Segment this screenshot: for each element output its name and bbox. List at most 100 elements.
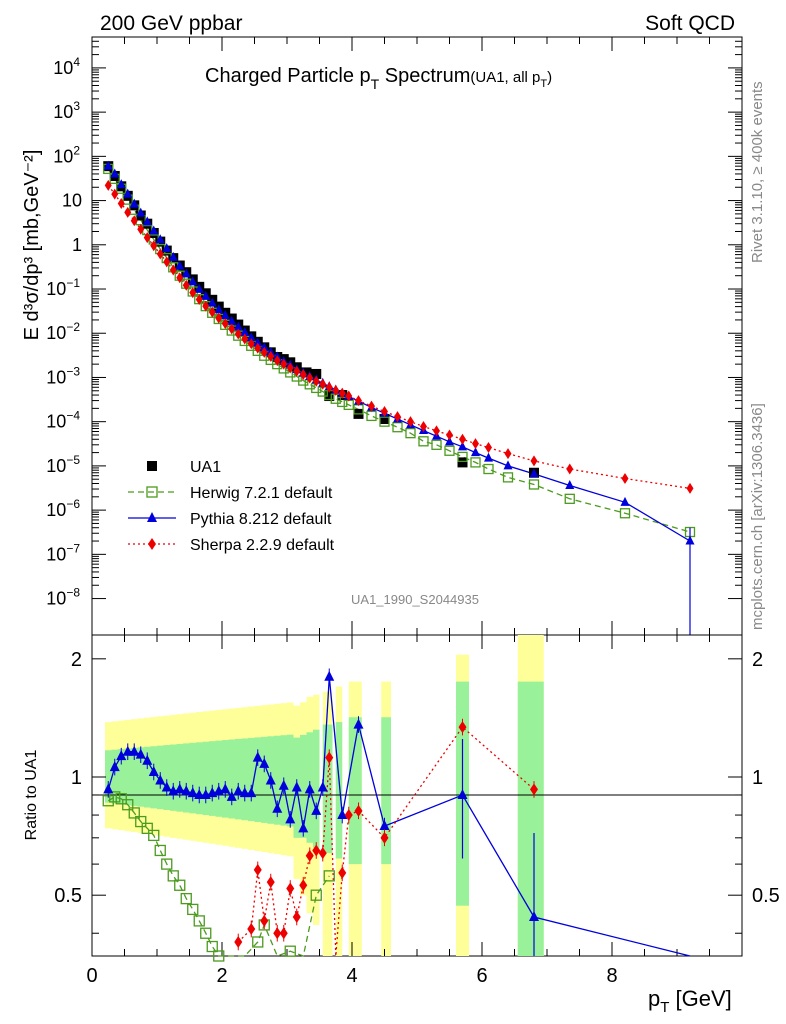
band-inner <box>287 734 294 827</box>
ratio-y-tick-label-right: 0.5 <box>752 885 780 907</box>
data-point <box>619 508 631 519</box>
ratio-data-point <box>206 940 218 953</box>
ratio-ylabel: Ratio to UA1 <box>23 750 40 841</box>
band-inner <box>202 741 209 816</box>
data-point <box>220 310 230 320</box>
band-inner <box>381 717 391 865</box>
data-point <box>444 445 455 456</box>
band-inner <box>189 742 196 814</box>
x-tick-label: 2 <box>216 965 227 987</box>
data-point <box>110 168 120 178</box>
data-point <box>176 272 184 284</box>
band-inner <box>517 681 544 956</box>
y-tick-label: 10−4 <box>46 409 80 432</box>
data-point <box>104 179 112 191</box>
x-tick-label: 8 <box>606 965 617 987</box>
band-inner <box>254 737 261 823</box>
data-point <box>194 283 204 293</box>
legend-label: UA1 <box>190 459 221 476</box>
ratio-data-point <box>128 807 140 819</box>
data-point <box>325 381 333 393</box>
data-point <box>379 413 390 424</box>
plot-title-rest: Spectrum <box>379 65 470 87</box>
data-point <box>446 429 453 441</box>
plot-title-sub: T <box>371 76 380 92</box>
ratio-marks <box>102 668 539 962</box>
data-point <box>247 338 255 350</box>
data-point <box>280 358 288 370</box>
ratio-data-point <box>200 927 212 939</box>
band-inner <box>176 743 183 812</box>
data-point <box>202 300 210 312</box>
band-inner <box>118 749 125 805</box>
data-point <box>418 436 429 447</box>
data-point <box>306 372 314 384</box>
ratio-data-point <box>115 793 127 805</box>
band-inner <box>248 737 255 822</box>
data-point <box>150 240 158 252</box>
plot-title: Charged Particle pT Spectrum(UA1, all pT… <box>205 65 552 92</box>
band-inner <box>322 724 333 854</box>
data-point <box>195 293 203 305</box>
data-point <box>620 496 630 506</box>
data-point <box>208 306 216 318</box>
ratio-xticks: 0 2 4 6 8 <box>86 635 743 987</box>
data-point <box>221 318 229 330</box>
data-point <box>311 368 322 379</box>
main-plot: 10−8 10−7 10−6 10−5 10−4 10−3 10−2 10−1 1 10 102 10… <box>21 36 743 636</box>
data-point <box>381 405 388 417</box>
ratio-y-tick-label-right: 2 <box>752 649 763 671</box>
data-point <box>484 452 493 462</box>
data-point <box>246 332 256 342</box>
ratio-data-point <box>154 844 166 857</box>
data-point <box>168 251 178 261</box>
data-point <box>143 232 151 244</box>
data-point <box>405 428 416 439</box>
data-point <box>228 323 236 335</box>
data-point <box>433 425 440 437</box>
data-point <box>253 337 263 347</box>
ratio-yticks: 0.5 0.5 1 1 2 2 <box>54 649 780 934</box>
data-point <box>215 312 223 324</box>
band-inner <box>209 741 216 816</box>
header-left: 200 GeV ppbar <box>100 12 242 35</box>
ratio-y-tick-label-right: 1 <box>752 767 763 789</box>
y-tick-label: 1 <box>72 235 82 255</box>
ratio-data-point <box>284 945 296 957</box>
band-inner <box>183 743 190 813</box>
band-inner <box>137 747 144 807</box>
data-point <box>485 442 492 454</box>
data-point <box>312 375 320 387</box>
data-point <box>483 463 494 475</box>
ratio-data-point <box>174 879 186 891</box>
ratio-data-point <box>193 915 205 927</box>
ratio-y-tick-label: 1 <box>71 767 82 789</box>
data-point <box>240 326 250 336</box>
band-inner <box>274 735 281 825</box>
data-point <box>175 260 185 270</box>
data-point <box>214 304 224 314</box>
band-inner <box>313 729 320 848</box>
data-point <box>686 482 694 494</box>
band-inner <box>124 748 131 806</box>
data-point <box>233 321 243 331</box>
x-axis-label-main: p <box>648 986 660 1011</box>
header: 200 GeV ppbar Soft QCD <box>100 12 735 35</box>
ratio-data-point <box>135 815 147 828</box>
data-point <box>458 441 467 451</box>
data-point <box>156 248 164 260</box>
band-inner <box>105 750 112 803</box>
data-point <box>241 333 249 345</box>
ratio-plot: 0.5 0.5 1 1 2 2 0 2 4 6 8 Ratio to UA1 <box>23 634 780 987</box>
ratio-data-point <box>323 870 335 882</box>
data-point <box>338 387 346 399</box>
ratio-data-point <box>122 799 134 811</box>
data-point <box>528 479 540 490</box>
ratio-data-point <box>180 892 192 905</box>
ratio-data-point <box>187 903 199 916</box>
data-point <box>207 297 217 307</box>
band-inner <box>335 722 343 859</box>
data-point <box>379 416 390 427</box>
legend-label: Sherpa 2.2.9 default <box>190 537 335 554</box>
